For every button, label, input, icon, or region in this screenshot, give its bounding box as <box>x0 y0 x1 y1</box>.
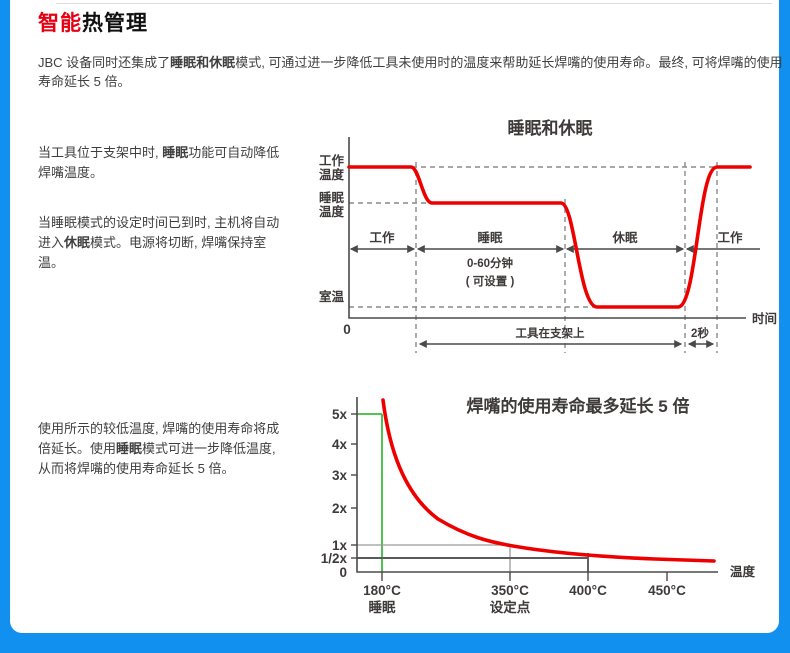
note3-post: 模式可进一步降低温度, 从而将焊嘴的使用寿命延长 5 倍。 <box>38 441 276 476</box>
temperature-curve <box>347 165 752 309</box>
tip-life-curve <box>381 398 716 563</box>
room-temp-label: 室温 <box>319 289 345 304</box>
sleep-configurable-label: ( 可设置 ) <box>466 274 515 288</box>
content-card: 智能热管理 JBC 设备同时还集成了睡眠和休眠模式, 可通过进一步降低工具未使用… <box>10 0 783 633</box>
time-axis-label: 时间 <box>752 311 777 326</box>
ylabel-0: 0 <box>339 565 347 580</box>
working-temp-label-1: 工作 <box>319 153 345 168</box>
phase-label-work: 工作 <box>369 230 395 245</box>
note2-post: 模式。电源将切断, 焊嘴保持室温。 <box>38 235 267 270</box>
phase-label-sleep: 睡眠 <box>477 230 503 245</box>
sleep-duration-label: 0-60分钟 <box>467 256 513 270</box>
xlabel-450c: 450°C <box>648 583 686 598</box>
page-title: 智能热管理 <box>38 7 148 37</box>
phase-label-hibernation: 休眠 <box>611 230 638 245</box>
chart1-title: 睡眠和休眠 <box>508 118 593 138</box>
intro-bold: 睡眠和休眠 <box>170 55 236 70</box>
tip-life-chart: 焊嘴的使用寿命最多延长 5 倍 5x 4x 3x 2x 1x 1/2x <box>321 396 756 615</box>
ylabel-halfx: 1/2x <box>321 551 348 566</box>
top-divider <box>56 3 772 4</box>
intro-paragraph: JBC 设备同时还集成了睡眠和休眠模式, 可通过进一步降低工具未使用时的温度来帮… <box>38 53 783 91</box>
side-note-hibernation: 当睡眠模式的设定时间已到时, 主机将自动进入休眠模式。电源将切断, 焊嘴保持室温… <box>38 213 292 273</box>
page-title-highlight: 智能 <box>38 12 82 35</box>
sleep-hibernation-chart: 睡眠和休眠 工作 睡眠 0-60分钟 ( 可设置 ) 休眠 工作 工作 <box>319 118 777 353</box>
ylabel-5x: 5x <box>332 407 348 422</box>
chart1-axes <box>348 137 746 319</box>
xlabel-180c-sub: 睡眠 <box>369 600 396 615</box>
sleep-temp-label-2: 温度 <box>319 204 345 219</box>
ylabel-4x: 4x <box>332 437 348 452</box>
ylabel-1x: 1x <box>332 538 348 553</box>
note1-bold: 睡眠 <box>162 145 189 160</box>
ylabel-3x: 3x <box>332 468 348 483</box>
xlabel-350c-sub: 设定点 <box>490 599 531 615</box>
note1-post: 功能可自动降低焊嘴温度。 <box>38 145 280 180</box>
note2-pre: 当睡眠模式的设定时间已到时, 主机将自动进入 <box>38 215 280 250</box>
intro-post: 模式, 可通过进一步降低工具未使用时的温度来帮助延长焊嘴的使用寿命。最终, 可将… <box>38 55 783 89</box>
phase-label-work2: 工作 <box>717 230 743 245</box>
note1-pre: 当工具位于支架中时, <box>38 145 163 160</box>
note3-bold: 睡眠 <box>116 441 143 456</box>
sleep-temp-label-1: 睡眠 <box>319 190 345 205</box>
chart2-axes <box>356 397 718 573</box>
side-note-tip-life: 使用所示的较低温度, 焊嘴的使用寿命将成倍延长。使用睡眠模式可进一步降低温度, … <box>38 419 292 479</box>
two-seconds-label: 2秒 <box>691 326 709 340</box>
temp-axis-label: 温度 <box>730 564 756 579</box>
xlabel-180c: 180°C <box>363 583 401 598</box>
note2-bold: 休眠 <box>64 235 91 250</box>
xlabel-400c: 400°C <box>569 583 607 598</box>
xlabel-350c: 350°C <box>491 583 529 598</box>
intro-pre: JBC 设备同时还集成了 <box>38 55 171 70</box>
working-temp-label-2: 温度 <box>319 167 345 182</box>
origin-label: 0 <box>343 322 351 337</box>
page-title-rest: 热管理 <box>82 12 148 35</box>
ylabel-2x: 2x <box>332 501 348 516</box>
note3-pre: 使用所示的较低温度, 焊嘴的使用寿命将成倍延长。使用 <box>38 421 280 456</box>
chart2-title: 焊嘴的使用寿命最多延长 5 倍 <box>467 396 690 416</box>
side-note-sleep: 当工具位于支架中时, 睡眠功能可自动降低焊嘴温度。 <box>38 143 292 183</box>
tool-in-stand-label: 工具在支架上 <box>516 326 585 340</box>
